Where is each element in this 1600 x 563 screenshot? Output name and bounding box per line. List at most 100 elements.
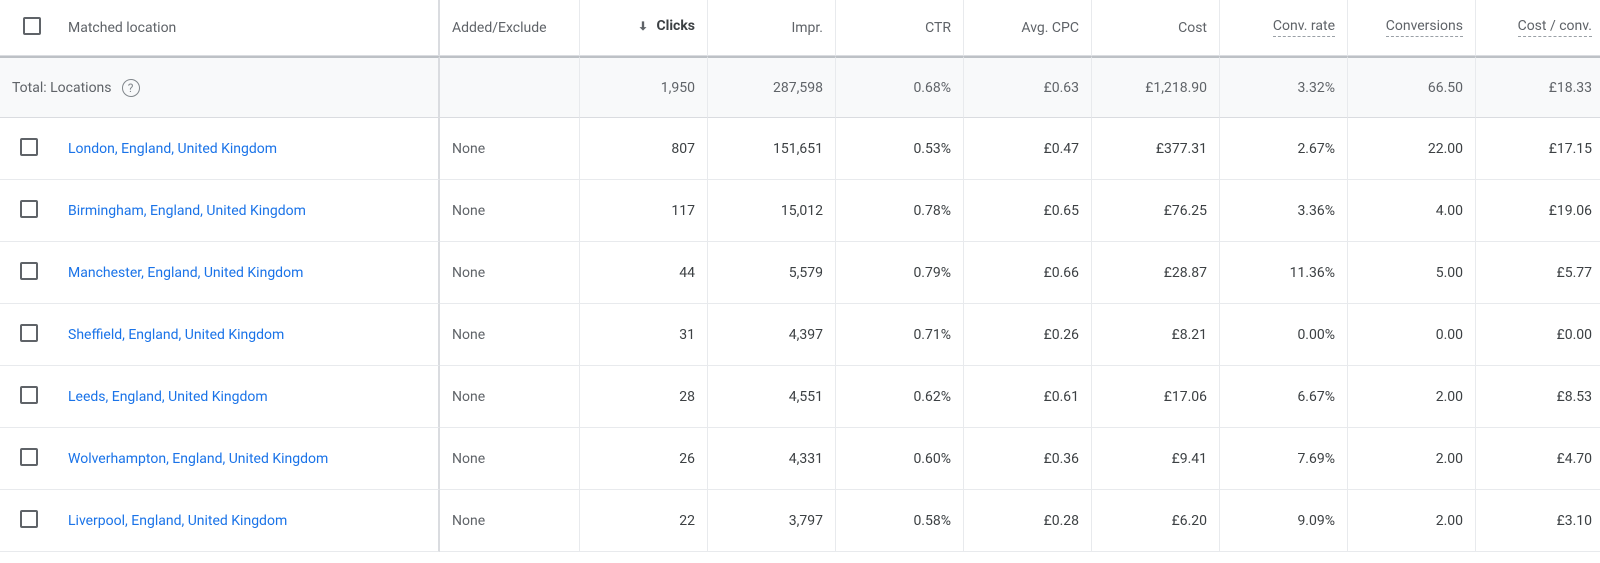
header-label: Conv. rate: [1273, 18, 1335, 37]
row-conv-rate: 9.09%: [1220, 490, 1348, 552]
header-label: Added/Exclude: [452, 20, 547, 36]
header-impr[interactable]: Impr.: [708, 0, 836, 56]
row-ctr: 0.53%: [836, 118, 964, 180]
row-avg-cpc: £0.66: [964, 242, 1092, 304]
help-icon[interactable]: ?: [122, 79, 140, 97]
table-row: Wolverhampton, England, United Kingdom No…: [0, 428, 1600, 490]
header-conv-rate[interactable]: Conv. rate: [1220, 0, 1348, 56]
row-cost-conv: £19.06: [1476, 180, 1600, 242]
row-cost: £6.20: [1092, 490, 1220, 552]
row-added: None: [440, 304, 580, 366]
location-link[interactable]: Wolverhampton, England, United Kingdom: [68, 451, 328, 467]
row-conv-rate: 0.00%: [1220, 304, 1348, 366]
row-location-cell: London, England, United Kingdom: [56, 118, 440, 180]
header-ctr[interactable]: CTR: [836, 0, 964, 56]
totals-avg-cpc: £0.63: [964, 56, 1092, 118]
header-label: Conversions: [1386, 18, 1463, 37]
row-clicks: 117: [580, 180, 708, 242]
location-link[interactable]: Birmingham, England, United Kingdom: [68, 203, 306, 219]
row-checkbox[interactable]: [20, 262, 38, 280]
location-link[interactable]: Manchester, England, United Kingdom: [68, 265, 303, 281]
row-impr: 15,012: [708, 180, 836, 242]
select-all-checkbox[interactable]: [23, 17, 41, 35]
row-ctr: 0.62%: [836, 366, 964, 428]
row-location-cell: Birmingham, England, United Kingdom: [56, 180, 440, 242]
row-impr: 4,331: [708, 428, 836, 490]
header-label: Impr.: [791, 20, 823, 36]
header-avg-cpc[interactable]: Avg. CPC: [964, 0, 1092, 56]
row-checkbox-cell: [0, 118, 56, 180]
row-added: None: [440, 242, 580, 304]
row-location-cell: Leeds, England, United Kingdom: [56, 366, 440, 428]
row-conversions: 2.00: [1348, 366, 1476, 428]
header-matched-location[interactable]: Matched location: [56, 0, 440, 56]
row-checkbox-cell: [0, 428, 56, 490]
row-cost: £8.21: [1092, 304, 1220, 366]
row-cost-conv: £4.70: [1476, 428, 1600, 490]
totals-cost: £1,218.90: [1092, 56, 1220, 118]
table-header-row: Matched location Added/Exclude Clicks Im…: [0, 0, 1600, 56]
row-avg-cpc: £0.61: [964, 366, 1092, 428]
totals-added: [440, 56, 580, 118]
table-row: Sheffield, England, United KingdomNone31…: [0, 304, 1600, 366]
row-conversions: 2.00: [1348, 428, 1476, 490]
row-impr: 4,551: [708, 366, 836, 428]
row-added: None: [440, 366, 580, 428]
row-conv-rate: 11.36%: [1220, 242, 1348, 304]
location-link[interactable]: London, England, United Kingdom: [68, 141, 277, 157]
row-checkbox[interactable]: [20, 138, 38, 156]
row-avg-cpc: £0.28: [964, 490, 1092, 552]
row-clicks: 807: [580, 118, 708, 180]
table-row: Birmingham, England, United KingdomNone1…: [0, 180, 1600, 242]
locations-table: Matched location Added/Exclude Clicks Im…: [0, 0, 1600, 552]
row-avg-cpc: £0.65: [964, 180, 1092, 242]
totals-conversions: 66.50: [1348, 56, 1476, 118]
location-link[interactable]: Leeds, England, United Kingdom: [68, 389, 268, 405]
row-checkbox-cell: [0, 242, 56, 304]
totals-row: Total: Locations ? 1,950 287,598 0.68% £…: [0, 56, 1600, 118]
row-avg-cpc: £0.26: [964, 304, 1092, 366]
row-checkbox[interactable]: [20, 448, 38, 466]
row-location-cell: Manchester, England, United Kingdom: [56, 242, 440, 304]
row-clicks: 28: [580, 366, 708, 428]
table-row: London, England, United KingdomNone80715…: [0, 118, 1600, 180]
row-checkbox-cell: [0, 366, 56, 428]
row-cost: £17.06: [1092, 366, 1220, 428]
row-checkbox-cell: [0, 490, 56, 552]
row-impr: 4,397: [708, 304, 836, 366]
row-conversions: 4.00: [1348, 180, 1476, 242]
row-checkbox[interactable]: [20, 324, 38, 342]
totals-conv-rate: 3.32%: [1220, 56, 1348, 118]
row-ctr: 0.78%: [836, 180, 964, 242]
row-conversions: 0.00: [1348, 304, 1476, 366]
row-checkbox[interactable]: [20, 386, 38, 404]
row-location-cell: Liverpool, England, United Kingdom: [56, 490, 440, 552]
header-cost-per-conv[interactable]: Cost / conv.: [1476, 0, 1600, 56]
header-label: Cost: [1178, 20, 1207, 36]
row-checkbox[interactable]: [20, 510, 38, 528]
row-checkbox[interactable]: [20, 200, 38, 218]
totals-clicks: 1,950: [580, 56, 708, 118]
header-clicks[interactable]: Clicks: [580, 0, 708, 56]
row-added: None: [440, 428, 580, 490]
header-cost[interactable]: Cost: [1092, 0, 1220, 56]
header-label: Matched location: [68, 20, 176, 36]
row-cost-conv: £0.00: [1476, 304, 1600, 366]
row-ctr: 0.58%: [836, 490, 964, 552]
row-conversions: 2.00: [1348, 490, 1476, 552]
row-conv-rate: 3.36%: [1220, 180, 1348, 242]
header-added-excluded[interactable]: Added/Exclude: [440, 0, 580, 56]
row-avg-cpc: £0.36: [964, 428, 1092, 490]
location-link[interactable]: Sheffield, England, United Kingdom: [68, 327, 284, 343]
location-link[interactable]: Liverpool, England, United Kingdom: [68, 513, 287, 529]
table-body: Total: Locations ? 1,950 287,598 0.68% £…: [0, 56, 1600, 552]
row-conv-rate: 7.69%: [1220, 428, 1348, 490]
row-cost: £76.25: [1092, 180, 1220, 242]
row-ctr: 0.79%: [836, 242, 964, 304]
row-clicks: 22: [580, 490, 708, 552]
header-checkbox-cell: [0, 0, 56, 56]
row-clicks: 26: [580, 428, 708, 490]
header-label: CTR: [925, 20, 951, 36]
header-conversions[interactable]: Conversions: [1348, 0, 1476, 56]
header-label: Cost / conv.: [1518, 18, 1592, 37]
